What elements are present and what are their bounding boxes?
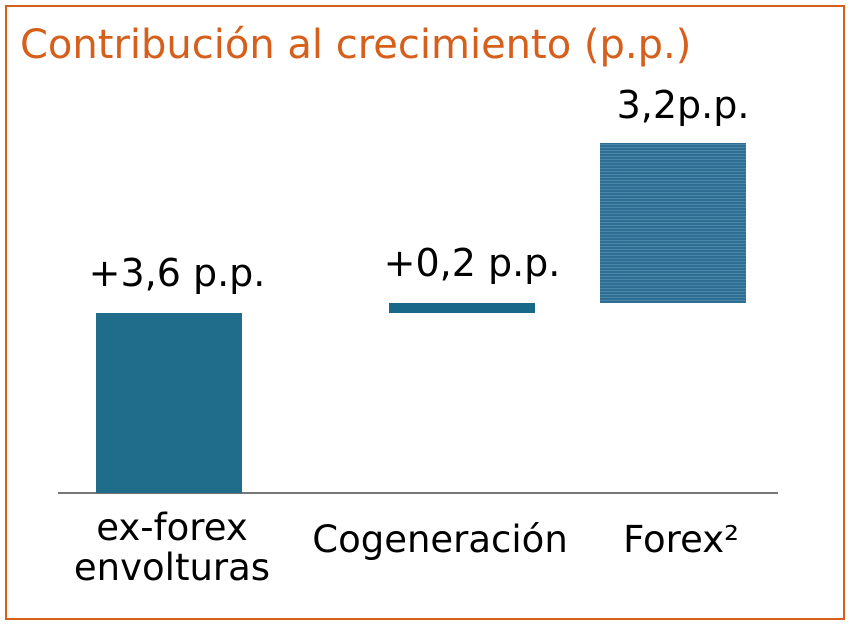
bar xyxy=(96,313,242,493)
x-tick-label: Forex² xyxy=(623,518,739,561)
bar xyxy=(389,303,535,313)
bar xyxy=(600,143,746,303)
value-label: +0,2 p.p. xyxy=(383,241,561,285)
x-tick-label: ex-forex envolturas xyxy=(73,506,271,589)
chart-title: Contribución al crecimiento (p.p.) xyxy=(20,22,692,68)
value-label: 3,2p.p. xyxy=(616,83,750,127)
x-tick-label: Cogeneración xyxy=(312,518,568,561)
frame xyxy=(5,5,845,620)
x-axis xyxy=(58,492,778,494)
value-label: +3,6 p.p. xyxy=(88,251,266,295)
